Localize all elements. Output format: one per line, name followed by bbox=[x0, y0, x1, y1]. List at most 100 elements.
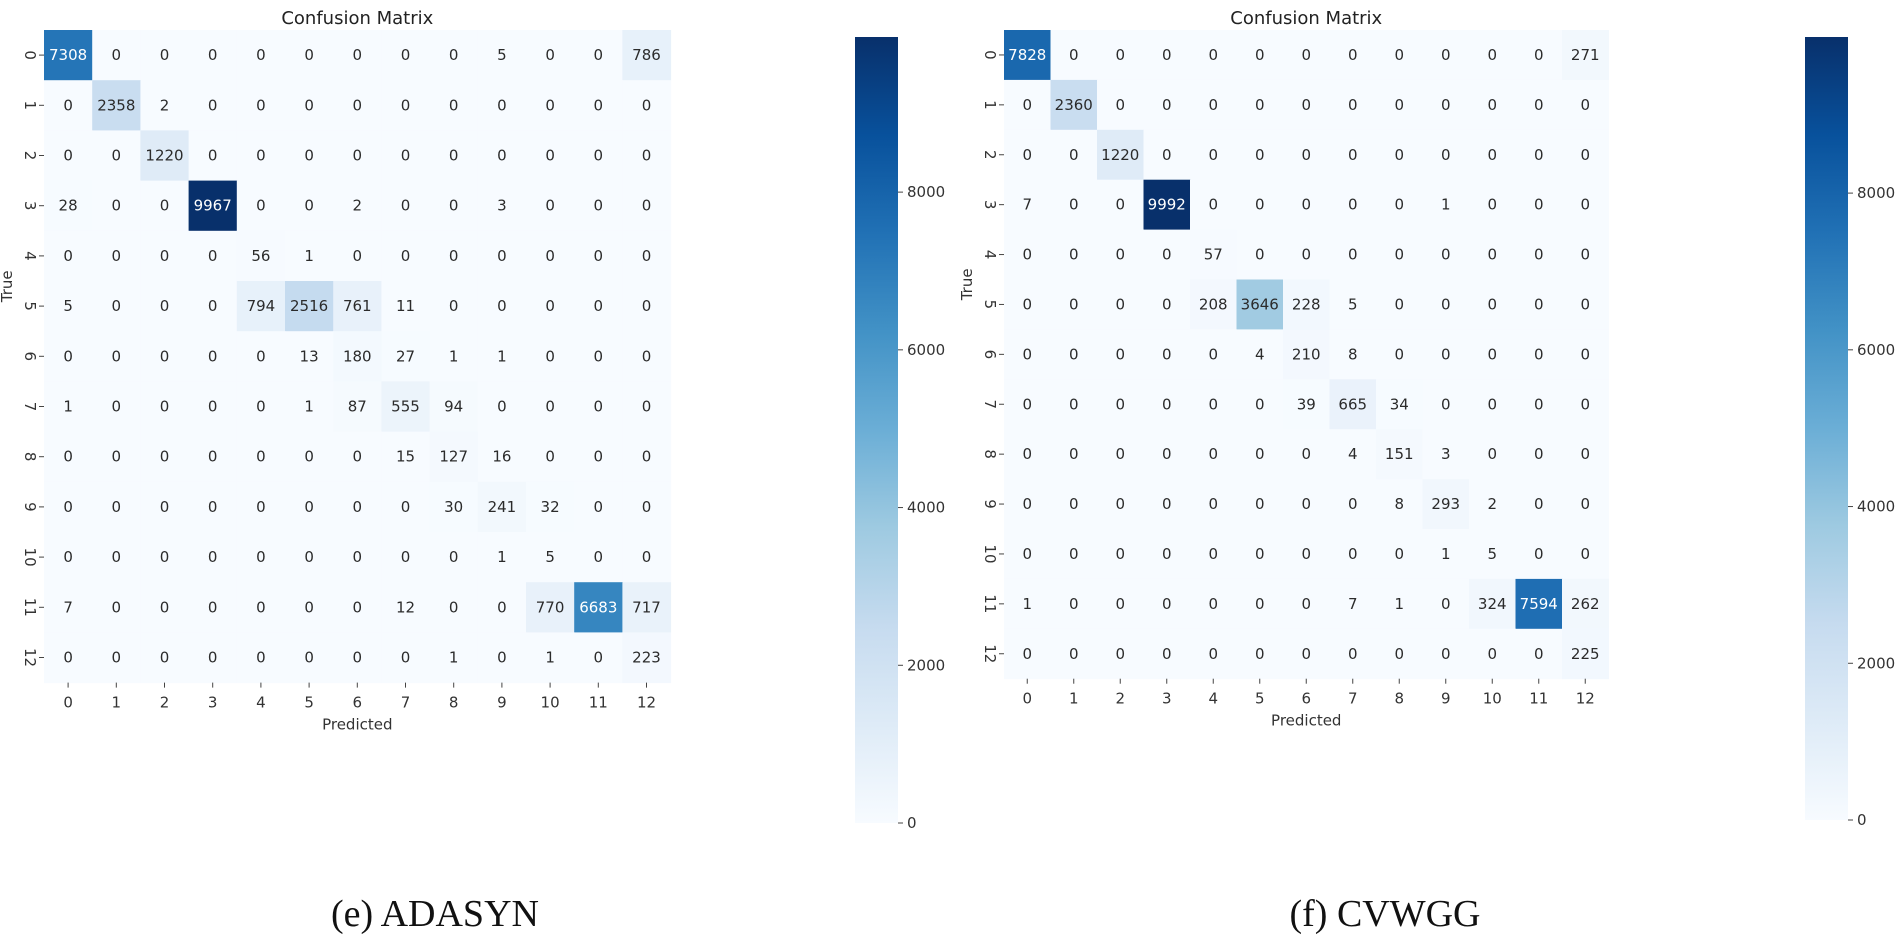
heatmap-cell bbox=[333, 381, 382, 433]
cell-value-label: 0 bbox=[1208, 345, 1218, 363]
cell-value-label: 0 bbox=[208, 498, 218, 516]
cell-value-label: 15 bbox=[396, 448, 415, 466]
cell-value-label: 0 bbox=[401, 96, 411, 114]
heatmap-cell bbox=[1329, 329, 1377, 380]
heatmap-cell bbox=[1236, 578, 1284, 630]
heatmap-cell bbox=[333, 632, 382, 684]
cell-value-label: 0 bbox=[642, 548, 652, 566]
heatmap-cell bbox=[140, 130, 190, 182]
heatmap-cell bbox=[574, 582, 623, 633]
heatmap-cell bbox=[1376, 379, 1423, 430]
heatmap-cell bbox=[574, 532, 623, 583]
cell-value-label: 0 bbox=[1394, 545, 1404, 563]
cell-value-label: 1 bbox=[1441, 545, 1451, 563]
heatmap-cell bbox=[1190, 578, 1237, 630]
x-tick-label: 11 bbox=[589, 694, 608, 712]
cell-value-label: 8 bbox=[1348, 345, 1358, 363]
cell-value-label: 0 bbox=[497, 96, 507, 114]
cell-value-label: 1220 bbox=[145, 147, 183, 165]
heatmap-cell bbox=[1562, 628, 1609, 680]
cell-value-label: 0 bbox=[1534, 96, 1544, 114]
heatmap-cell bbox=[1283, 479, 1330, 530]
cell-value-label: 0 bbox=[256, 147, 266, 165]
heatmap-cell bbox=[1097, 578, 1144, 630]
heatmap-cell bbox=[1143, 129, 1191, 181]
heatmap-cell bbox=[381, 180, 431, 232]
y-tick-label: 12 bbox=[21, 648, 39, 667]
cell-value-label: 0 bbox=[1022, 395, 1032, 413]
cell-value-label: 0 bbox=[160, 498, 170, 516]
heatmap-cell bbox=[1236, 229, 1284, 280]
heatmap-cell bbox=[526, 30, 575, 81]
cell-value-label: 0 bbox=[1394, 146, 1404, 164]
cell-value-label: 0 bbox=[208, 649, 218, 667]
heatmap-cell bbox=[236, 532, 286, 583]
cell-value-label: 7 bbox=[1348, 595, 1358, 613]
cell-value-label: 32 bbox=[541, 498, 560, 516]
chart-title: Confusion Matrix bbox=[1230, 8, 1382, 29]
cell-value-label: 2 bbox=[1487, 495, 1497, 513]
cell-value-label: 0 bbox=[642, 247, 652, 265]
heatmap-cell bbox=[381, 532, 431, 583]
y-tick-label: 8 bbox=[21, 452, 39, 462]
cell-value-label: 0 bbox=[112, 498, 122, 516]
heatmap-cell bbox=[333, 230, 382, 282]
cell-value-label: 262 bbox=[1571, 595, 1600, 613]
heatmap-cell bbox=[1097, 129, 1144, 181]
heatmap-cell bbox=[1283, 229, 1330, 280]
cell-value-label: 0 bbox=[1487, 295, 1497, 313]
cell-value-label: 0 bbox=[63, 347, 73, 365]
heatmap-cell bbox=[1283, 529, 1330, 580]
cell-value-label: 0 bbox=[1115, 196, 1125, 214]
heatmap-cell bbox=[526, 582, 575, 633]
heatmap-cell bbox=[1143, 329, 1191, 380]
cell-value-label: 0 bbox=[545, 347, 555, 365]
heatmap-cell bbox=[1329, 179, 1377, 231]
heatmap-cell bbox=[1236, 529, 1284, 580]
heatmap-cell bbox=[236, 281, 286, 332]
heatmap-cell bbox=[1469, 529, 1516, 580]
cell-value-label: 0 bbox=[1255, 246, 1265, 264]
heatmap-cell bbox=[285, 230, 334, 282]
cell-value-label: 0 bbox=[353, 448, 363, 466]
cell-value-label: 7828 bbox=[1008, 46, 1046, 64]
colorbar-tick-label: 4000 bbox=[907, 499, 945, 517]
y-tick-label: 5 bbox=[981, 300, 999, 310]
y-tick-label: 7 bbox=[981, 399, 999, 409]
cell-value-label: 0 bbox=[594, 498, 604, 516]
cell-value-label: 0 bbox=[594, 297, 604, 315]
heatmap-cell bbox=[188, 281, 238, 332]
cell-value-label: 0 bbox=[594, 398, 604, 416]
cell-value-label: 0 bbox=[208, 96, 218, 114]
heatmap-cell bbox=[1004, 479, 1051, 530]
heatmap-cell bbox=[44, 632, 93, 684]
cell-value-label: 0 bbox=[1394, 295, 1404, 313]
cell-value-label: 0 bbox=[256, 598, 266, 616]
heatmap-cell bbox=[1422, 578, 1470, 630]
heatmap-cell bbox=[1143, 628, 1191, 680]
heatmap-cell bbox=[1469, 379, 1516, 430]
cell-value-label: 0 bbox=[1069, 295, 1079, 313]
cell-value-label: 11 bbox=[396, 297, 415, 315]
y-tick-label: 10 bbox=[21, 548, 39, 567]
heatmap-cell bbox=[1050, 578, 1098, 630]
cell-value-label: 0 bbox=[1255, 445, 1265, 463]
heatmap-cell bbox=[140, 230, 190, 282]
heatmap-cell bbox=[1236, 329, 1284, 380]
cell-value-label: 0 bbox=[1580, 295, 1590, 313]
heatmap-cell bbox=[1050, 628, 1098, 680]
heatmap-cell bbox=[285, 481, 334, 533]
cell-value-label: 0 bbox=[449, 197, 459, 215]
heatmap-cell bbox=[622, 130, 672, 182]
heatmap-cell bbox=[188, 582, 238, 633]
heatmap-cell bbox=[1329, 79, 1377, 131]
colorbar bbox=[855, 37, 898, 823]
cell-value-label: 0 bbox=[594, 448, 604, 466]
heatmap-cell bbox=[1469, 229, 1516, 280]
cell-value-label: 0 bbox=[642, 347, 652, 365]
cell-value-label: 0 bbox=[1301, 196, 1311, 214]
cell-value-label: 3646 bbox=[1241, 295, 1279, 313]
cell-value-label: 0 bbox=[208, 247, 218, 265]
cell-value-label: 0 bbox=[63, 247, 73, 265]
cell-value-label: 0 bbox=[1348, 96, 1358, 114]
